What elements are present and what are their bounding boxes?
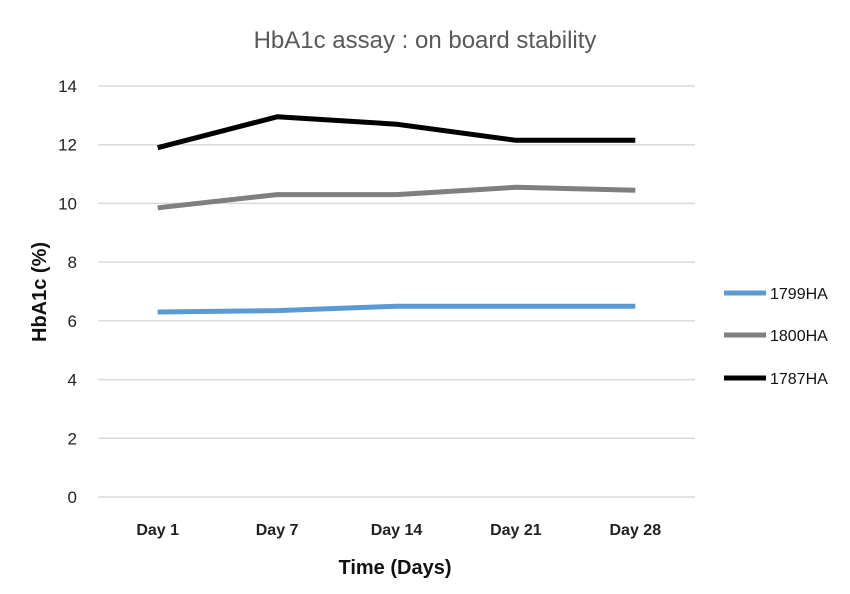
- y-tick-label: 12: [58, 136, 77, 155]
- x-tick-label: Day 21: [490, 522, 542, 539]
- x-tick-label: Day 7: [256, 522, 299, 539]
- legend-label: 1787HA: [770, 371, 828, 388]
- y-tick-label: 10: [58, 194, 77, 213]
- legend-label: 1799HA: [770, 286, 828, 303]
- y-tick-label: 14: [58, 77, 77, 96]
- series-line-1787HA: [157, 114, 636, 151]
- y-tick-label: 4: [68, 371, 77, 390]
- legend: 1799HA 1800HA 1787HA: [724, 286, 828, 388]
- x-axis-label: Time (Days): [338, 557, 451, 579]
- series-line-1800HA: [157, 184, 636, 211]
- y-tick-label: 0: [68, 488, 77, 507]
- y-axis-label: HbA1c (%): [29, 242, 51, 342]
- gridlines: [98, 85, 695, 498]
- x-tick-label: Day 1: [136, 522, 179, 539]
- y-tick-label: 2: [68, 429, 77, 448]
- chart-title: HbA1c assay : on board stability: [254, 27, 597, 54]
- y-axis-ticks: 0 2 4 6 8 10 12 14: [58, 77, 77, 507]
- x-tick-label: Day 14: [371, 522, 423, 539]
- series-lines: [157, 114, 636, 315]
- legend-label: 1800HA: [770, 328, 828, 345]
- series-line-1799HA: [157, 303, 636, 315]
- y-tick-label: 8: [68, 253, 77, 272]
- y-tick-label: 6: [68, 312, 77, 331]
- x-tick-label: Day 28: [610, 522, 662, 539]
- x-axis-ticks: Day 1 Day 7 Day 14 Day 21 Day 28: [136, 522, 661, 539]
